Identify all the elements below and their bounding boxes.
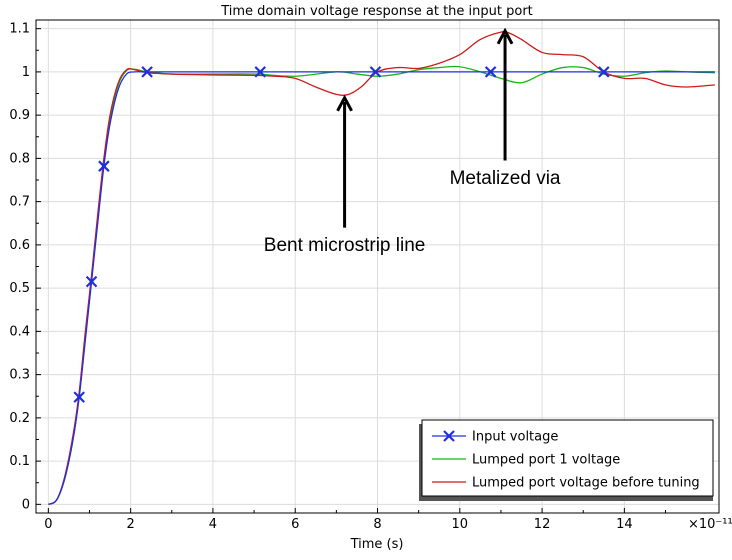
y-tick-label: 0.1 (9, 454, 30, 469)
y-tick-label: 0.9 (9, 108, 30, 123)
y-tick-label: 0.8 (9, 151, 30, 166)
x-tick-label: 2 (126, 517, 134, 532)
series-layer (48, 30, 715, 505)
x-tick-label: 10 (452, 517, 469, 532)
x-tick-label: 6 (291, 517, 299, 532)
y-tick-label: 1.1 (9, 22, 30, 37)
chart-title: Time domain voltage response at the inpu… (220, 4, 533, 19)
data-point-input-voltage (369, 66, 382, 78)
y-tick-label: 0.6 (9, 238, 30, 253)
x-tick-label: 14 (616, 517, 633, 532)
legend: Input voltage Lumped port 1 voltage Lumped… (419, 419, 714, 501)
data-point-input-voltage (254, 66, 267, 78)
x-tick-label: 0 (44, 517, 52, 532)
legend-label: Lumped port 1 voltage (472, 453, 620, 468)
legend-entries: Input voltage Lumped port 1 voltage Lumped… (432, 430, 700, 491)
y-tick-label: 0.7 (9, 195, 30, 210)
y-tick-label: 0.4 (9, 324, 30, 339)
x-tick-label: 4 (209, 517, 217, 532)
annotation-layer: Bent microstrip line Metalized via (264, 27, 561, 256)
data-point-input-voltage (98, 160, 110, 172)
annotation-arrow-head (496, 27, 514, 45)
annotation-arrow-head (336, 94, 353, 112)
legend-box (421, 419, 714, 497)
y-tick-label: 0.2 (9, 411, 30, 426)
x-scale-label: ×10⁻¹¹ (688, 517, 732, 532)
tick-layer: 0 2 4 6 8 10 12 14 0 0.1 0.2 0.3 0.4 0.5 0.6 0.7 0.8 0.9 1… (9, 22, 667, 532)
y-tick-label: 0.5 (9, 281, 30, 296)
y-tick-label: 0.3 (9, 368, 30, 383)
data-point-input-voltage (141, 66, 153, 78)
x-axis-title: Time (s) (350, 537, 404, 552)
data-point-input-voltage (598, 66, 610, 78)
data-point-input-voltage (484, 66, 497, 78)
y-tick-label: 1 (22, 65, 30, 80)
legend-label: Input voltage (472, 430, 558, 445)
data-point-input-voltage (73, 391, 85, 403)
grid-layer (36, 20, 719, 513)
annotation-label: Bent microstrip line (264, 235, 426, 256)
legend-marker (443, 430, 455, 442)
x-tick-label: 12 (534, 517, 551, 532)
legend-label: Lumped port voltage before tuning (472, 476, 700, 491)
series-line-lumped-port-voltage-before-tuning (48, 30, 715, 505)
x-tick-label: 8 (373, 517, 381, 532)
data-point-input-voltage (85, 275, 98, 288)
annotation-label: Metalized via (450, 168, 561, 189)
y-tick-label: 0 (22, 497, 30, 512)
